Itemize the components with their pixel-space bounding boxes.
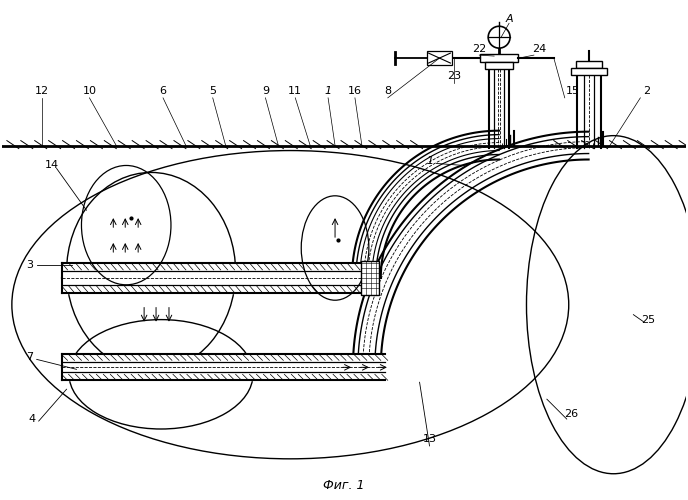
Bar bbox=[576, 61, 601, 68]
Text: 2: 2 bbox=[643, 86, 650, 96]
Bar bbox=[361, 261, 379, 294]
Bar bbox=[480, 54, 518, 62]
Text: 1: 1 bbox=[426, 156, 433, 166]
Text: 24: 24 bbox=[532, 44, 546, 54]
Text: 6: 6 bbox=[160, 86, 166, 96]
Text: 13: 13 bbox=[422, 434, 436, 444]
Text: Фиг. 1: Фиг. 1 bbox=[323, 479, 365, 492]
Bar bbox=[427, 51, 453, 65]
Text: 23: 23 bbox=[447, 71, 462, 81]
Text: 4: 4 bbox=[28, 414, 35, 424]
Bar bbox=[485, 62, 513, 69]
Text: 12: 12 bbox=[34, 86, 49, 96]
Text: 22: 22 bbox=[472, 44, 486, 54]
Bar bbox=[571, 68, 607, 75]
Text: 11: 11 bbox=[288, 86, 302, 96]
Text: 1: 1 bbox=[325, 86, 332, 96]
Text: 7: 7 bbox=[26, 352, 33, 362]
Text: 5: 5 bbox=[209, 86, 216, 96]
Text: 26: 26 bbox=[563, 409, 578, 419]
Text: 9: 9 bbox=[262, 86, 269, 96]
Text: 14: 14 bbox=[45, 160, 58, 170]
Text: 8: 8 bbox=[384, 86, 391, 96]
Text: 16: 16 bbox=[348, 86, 362, 96]
Circle shape bbox=[488, 26, 510, 48]
Text: A: A bbox=[505, 14, 513, 24]
Text: 10: 10 bbox=[83, 86, 96, 96]
Text: 3: 3 bbox=[26, 260, 33, 270]
Text: 25: 25 bbox=[641, 314, 656, 324]
Text: 15: 15 bbox=[566, 86, 580, 96]
